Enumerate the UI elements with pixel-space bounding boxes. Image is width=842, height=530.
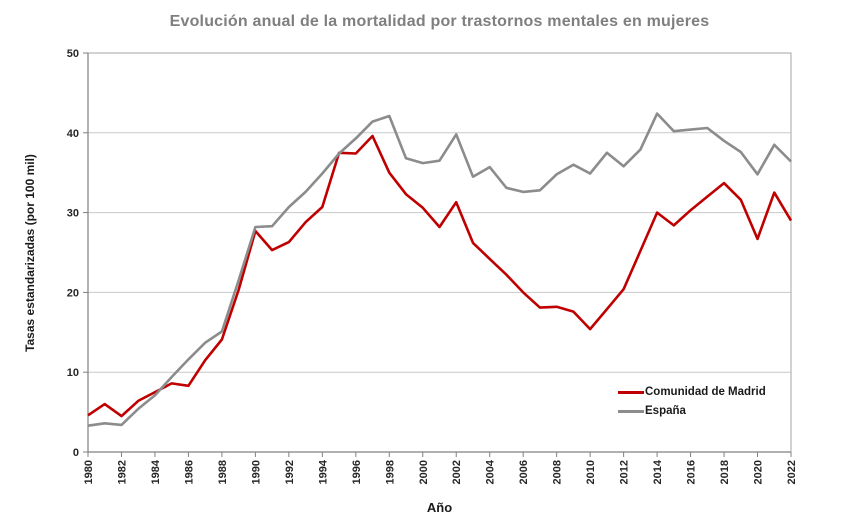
x-tick-label: 1994 [317,459,329,484]
x-tick-label: 1996 [351,460,363,484]
x-tick-label: 2006 [518,460,530,484]
x-tick-label: 1986 [183,460,195,484]
x-tick-label: 2020 [753,460,765,484]
x-tick-label: 1980 [83,460,95,484]
chart-title: Evolución anual de la mortalidad por tra… [169,13,710,30]
x-tick-label: 2004 [485,459,497,484]
y-tick-label: 40 [67,128,79,140]
y-tick-label: 50 [67,48,79,60]
legend-entry-espa-a: España [618,405,766,417]
y-tick-label: 20 [67,287,79,299]
x-tick-label: 2010 [585,460,597,484]
comunidad-de-madrid-series-line [87,134,793,418]
espa-a-series-line [87,112,792,427]
legend-label-comunidad-de-madrid: Comunidad de Madrid [645,386,766,398]
legend: Comunidad de Madrid España [618,386,766,424]
legend-label-espa-a: España [645,405,686,417]
x-tick-label: 2016 [686,460,698,484]
y-tick-label: 30 [67,208,79,220]
x-tick-label: 1982 [116,460,128,484]
y-tick-label: 10 [67,367,79,379]
x-tick-label: 2002 [451,460,463,484]
x-tick-label: 2012 [619,460,631,484]
x-tick-label: 2014 [652,459,664,484]
x-tick-label: 1998 [384,460,396,484]
x-tick-label: 2008 [552,460,564,484]
x-tick-label: 1990 [250,460,262,484]
x-tick-label: 2018 [719,460,731,484]
legend-swatch-comunidad-de-madrid [618,390,644,394]
x-tick-label: 1992 [284,460,296,484]
x-tick-label: 2000 [418,460,430,484]
x-tick-label: 2022 [786,460,798,484]
x-tick-label: 1988 [217,460,229,484]
x-tick-label: 1984 [150,459,162,484]
legend-swatch-espa-a [618,409,644,413]
legend-entry-comunidad-de-madrid: Comunidad de Madrid [618,386,766,398]
x-axis-title: Año [426,500,453,515]
y-tick-label: 0 [73,447,79,459]
